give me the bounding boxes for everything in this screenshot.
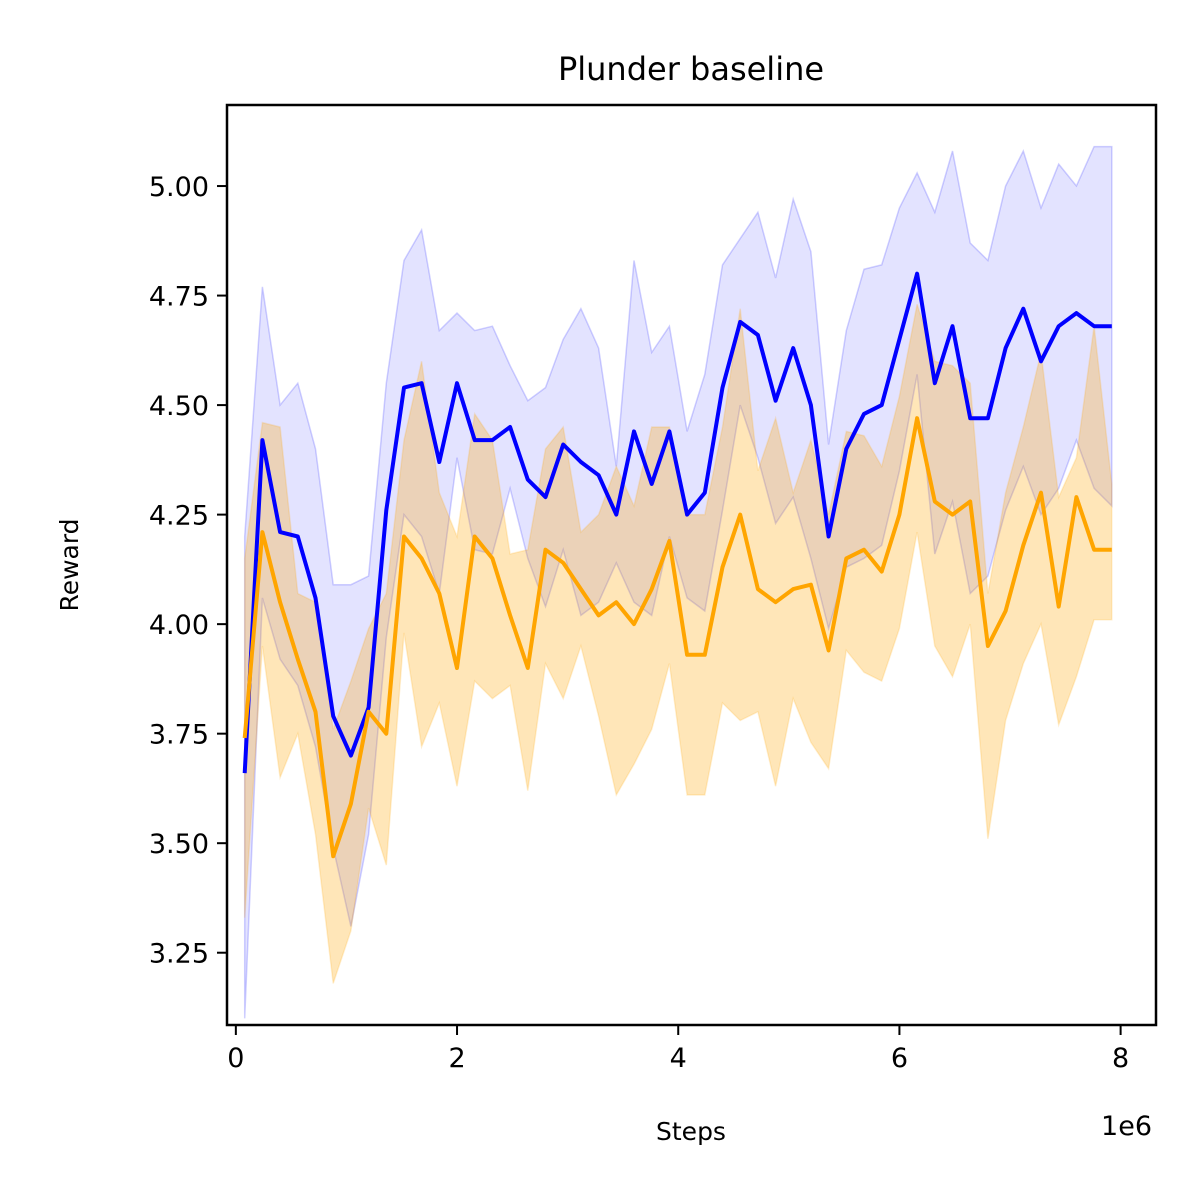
plot-frame bbox=[225, 103, 1158, 1027]
x-axis-label: Steps bbox=[656, 1117, 726, 1146]
y-tick-label: 3.75 bbox=[149, 720, 209, 751]
x-tick-label: 6 bbox=[891, 1043, 908, 1074]
series-lines bbox=[242, 271, 1112, 859]
x-axis-offset-label: 1e6 bbox=[1101, 1111, 1152, 1142]
series-2-band bbox=[243, 304, 1113, 984]
y-tick-label: 3.50 bbox=[149, 829, 209, 860]
confidence-bands bbox=[243, 145, 1113, 1019]
x-tick-label: 0 bbox=[227, 1043, 244, 1074]
x-tick-label: 8 bbox=[1112, 1043, 1129, 1074]
y-tick-label: 4.00 bbox=[149, 610, 209, 641]
x-tick-label: 2 bbox=[448, 1043, 465, 1074]
x-tick-label: 4 bbox=[670, 1043, 687, 1074]
y-axis-ticks: 3.25 3.50 3.75 4.00 4.25 4.50 4.75 5.00 bbox=[149, 172, 227, 970]
y-axis-label: Reward bbox=[55, 518, 84, 611]
y-tick-label: 4.50 bbox=[149, 391, 209, 422]
x-axis-ticks: 0 2 4 6 8 bbox=[227, 1025, 1129, 1074]
y-tick-label: 4.25 bbox=[149, 501, 209, 532]
y-tick-label: 3.25 bbox=[149, 939, 209, 970]
series-1-band bbox=[243, 145, 1113, 1019]
chart-title: Plunder baseline bbox=[558, 50, 824, 88]
series-2-line bbox=[242, 416, 1112, 859]
y-tick-label: 5.00 bbox=[149, 172, 209, 203]
series-1-line bbox=[242, 271, 1112, 774]
y-tick-label: 4.75 bbox=[149, 282, 209, 313]
